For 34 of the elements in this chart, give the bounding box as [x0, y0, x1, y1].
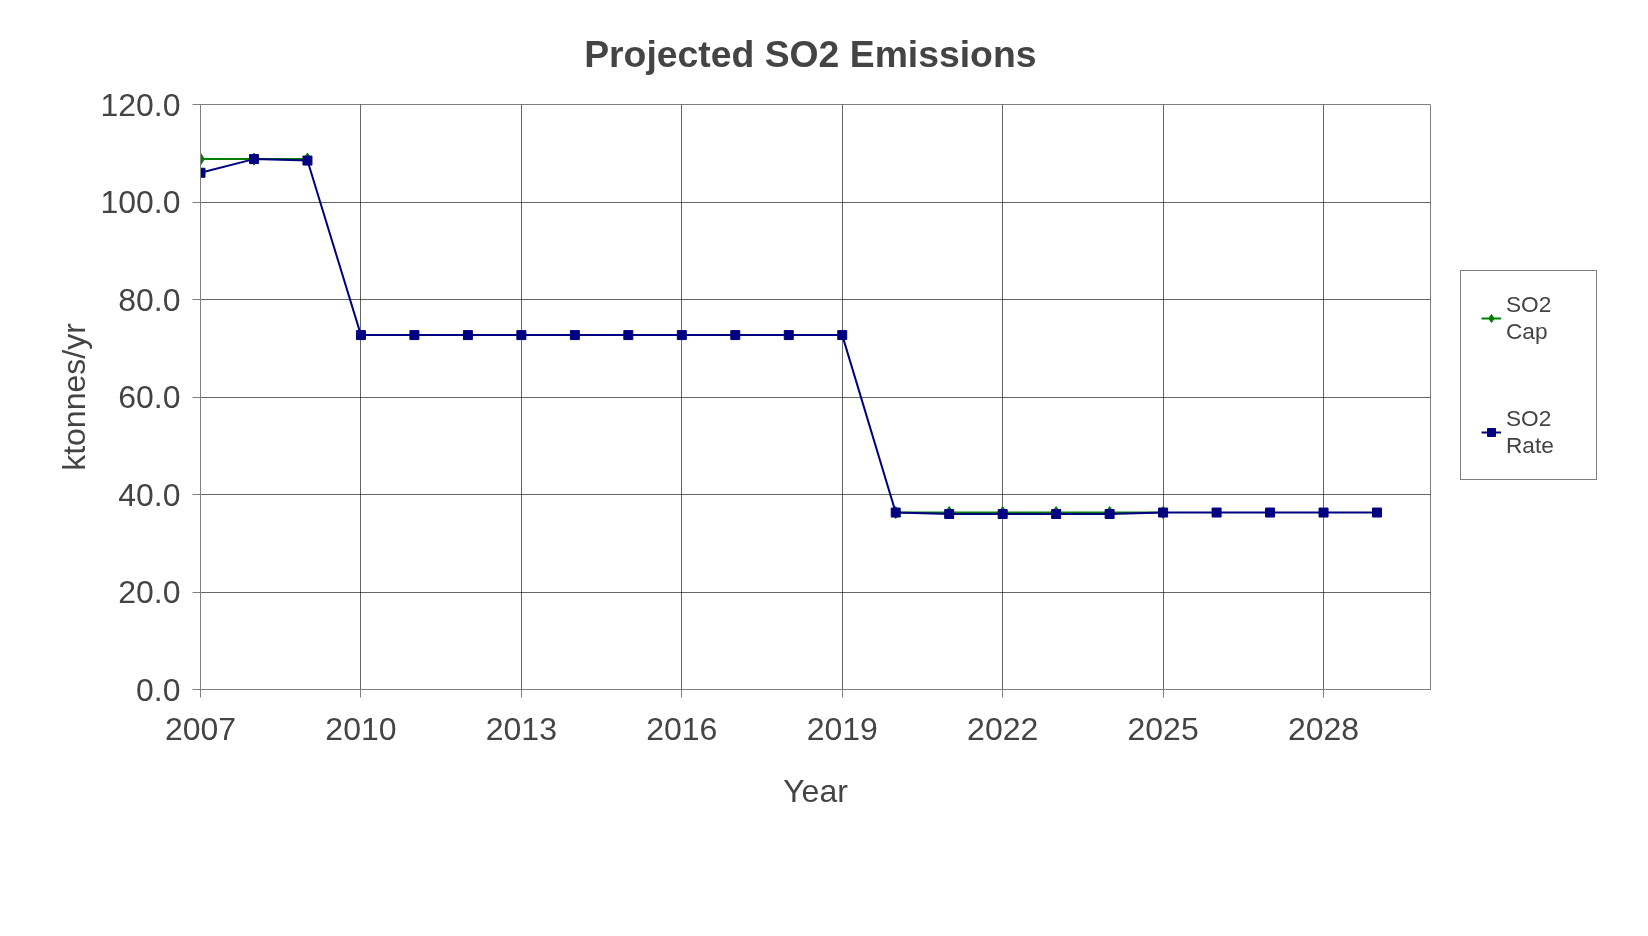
y-tick-label: 20.0 — [118, 574, 181, 610]
legend-label: SO2 Cap — [1506, 290, 1553, 345]
point — [569, 330, 580, 341]
point — [730, 330, 741, 341]
point — [462, 330, 473, 341]
x-tick-label: 2007 — [164, 710, 237, 747]
point — [1372, 507, 1383, 518]
x-tick-label: 2016 — [646, 710, 718, 747]
y-tick-label: 40.0 — [118, 476, 181, 513]
x-tick-label: 2025 — [1127, 710, 1199, 747]
x-tick-label: 2019 — [806, 710, 878, 747]
point — [1265, 507, 1276, 518]
y-axis-title: ktonnes/yr — [56, 322, 93, 471]
point — [676, 330, 687, 341]
x-axis-title: Year — [783, 772, 849, 809]
y-tick-label: 0.0 — [136, 671, 181, 708]
point — [783, 330, 794, 341]
point — [409, 330, 420, 341]
point — [837, 330, 848, 341]
y-tick-label: 80.0 — [118, 281, 181, 318]
x-tick-label: 2022 — [967, 710, 1039, 747]
x-tick-label: 2013 — [485, 710, 557, 747]
point — [1211, 507, 1222, 518]
y-tick-label: 120.0 — [100, 86, 181, 123]
point — [355, 330, 366, 341]
point — [623, 330, 634, 341]
x-tick-label: 2010 — [325, 710, 397, 747]
y-tick-label: 100.0 — [100, 184, 181, 220]
chart-title: Projected SO2 Emissions — [584, 32, 1037, 75]
point — [516, 330, 527, 341]
point — [1318, 507, 1329, 518]
y-tick-label: 60.0 — [118, 379, 181, 415]
x-tick-label: 2028 — [1287, 710, 1360, 747]
legend-label: SO2 Rate — [1506, 404, 1555, 459]
